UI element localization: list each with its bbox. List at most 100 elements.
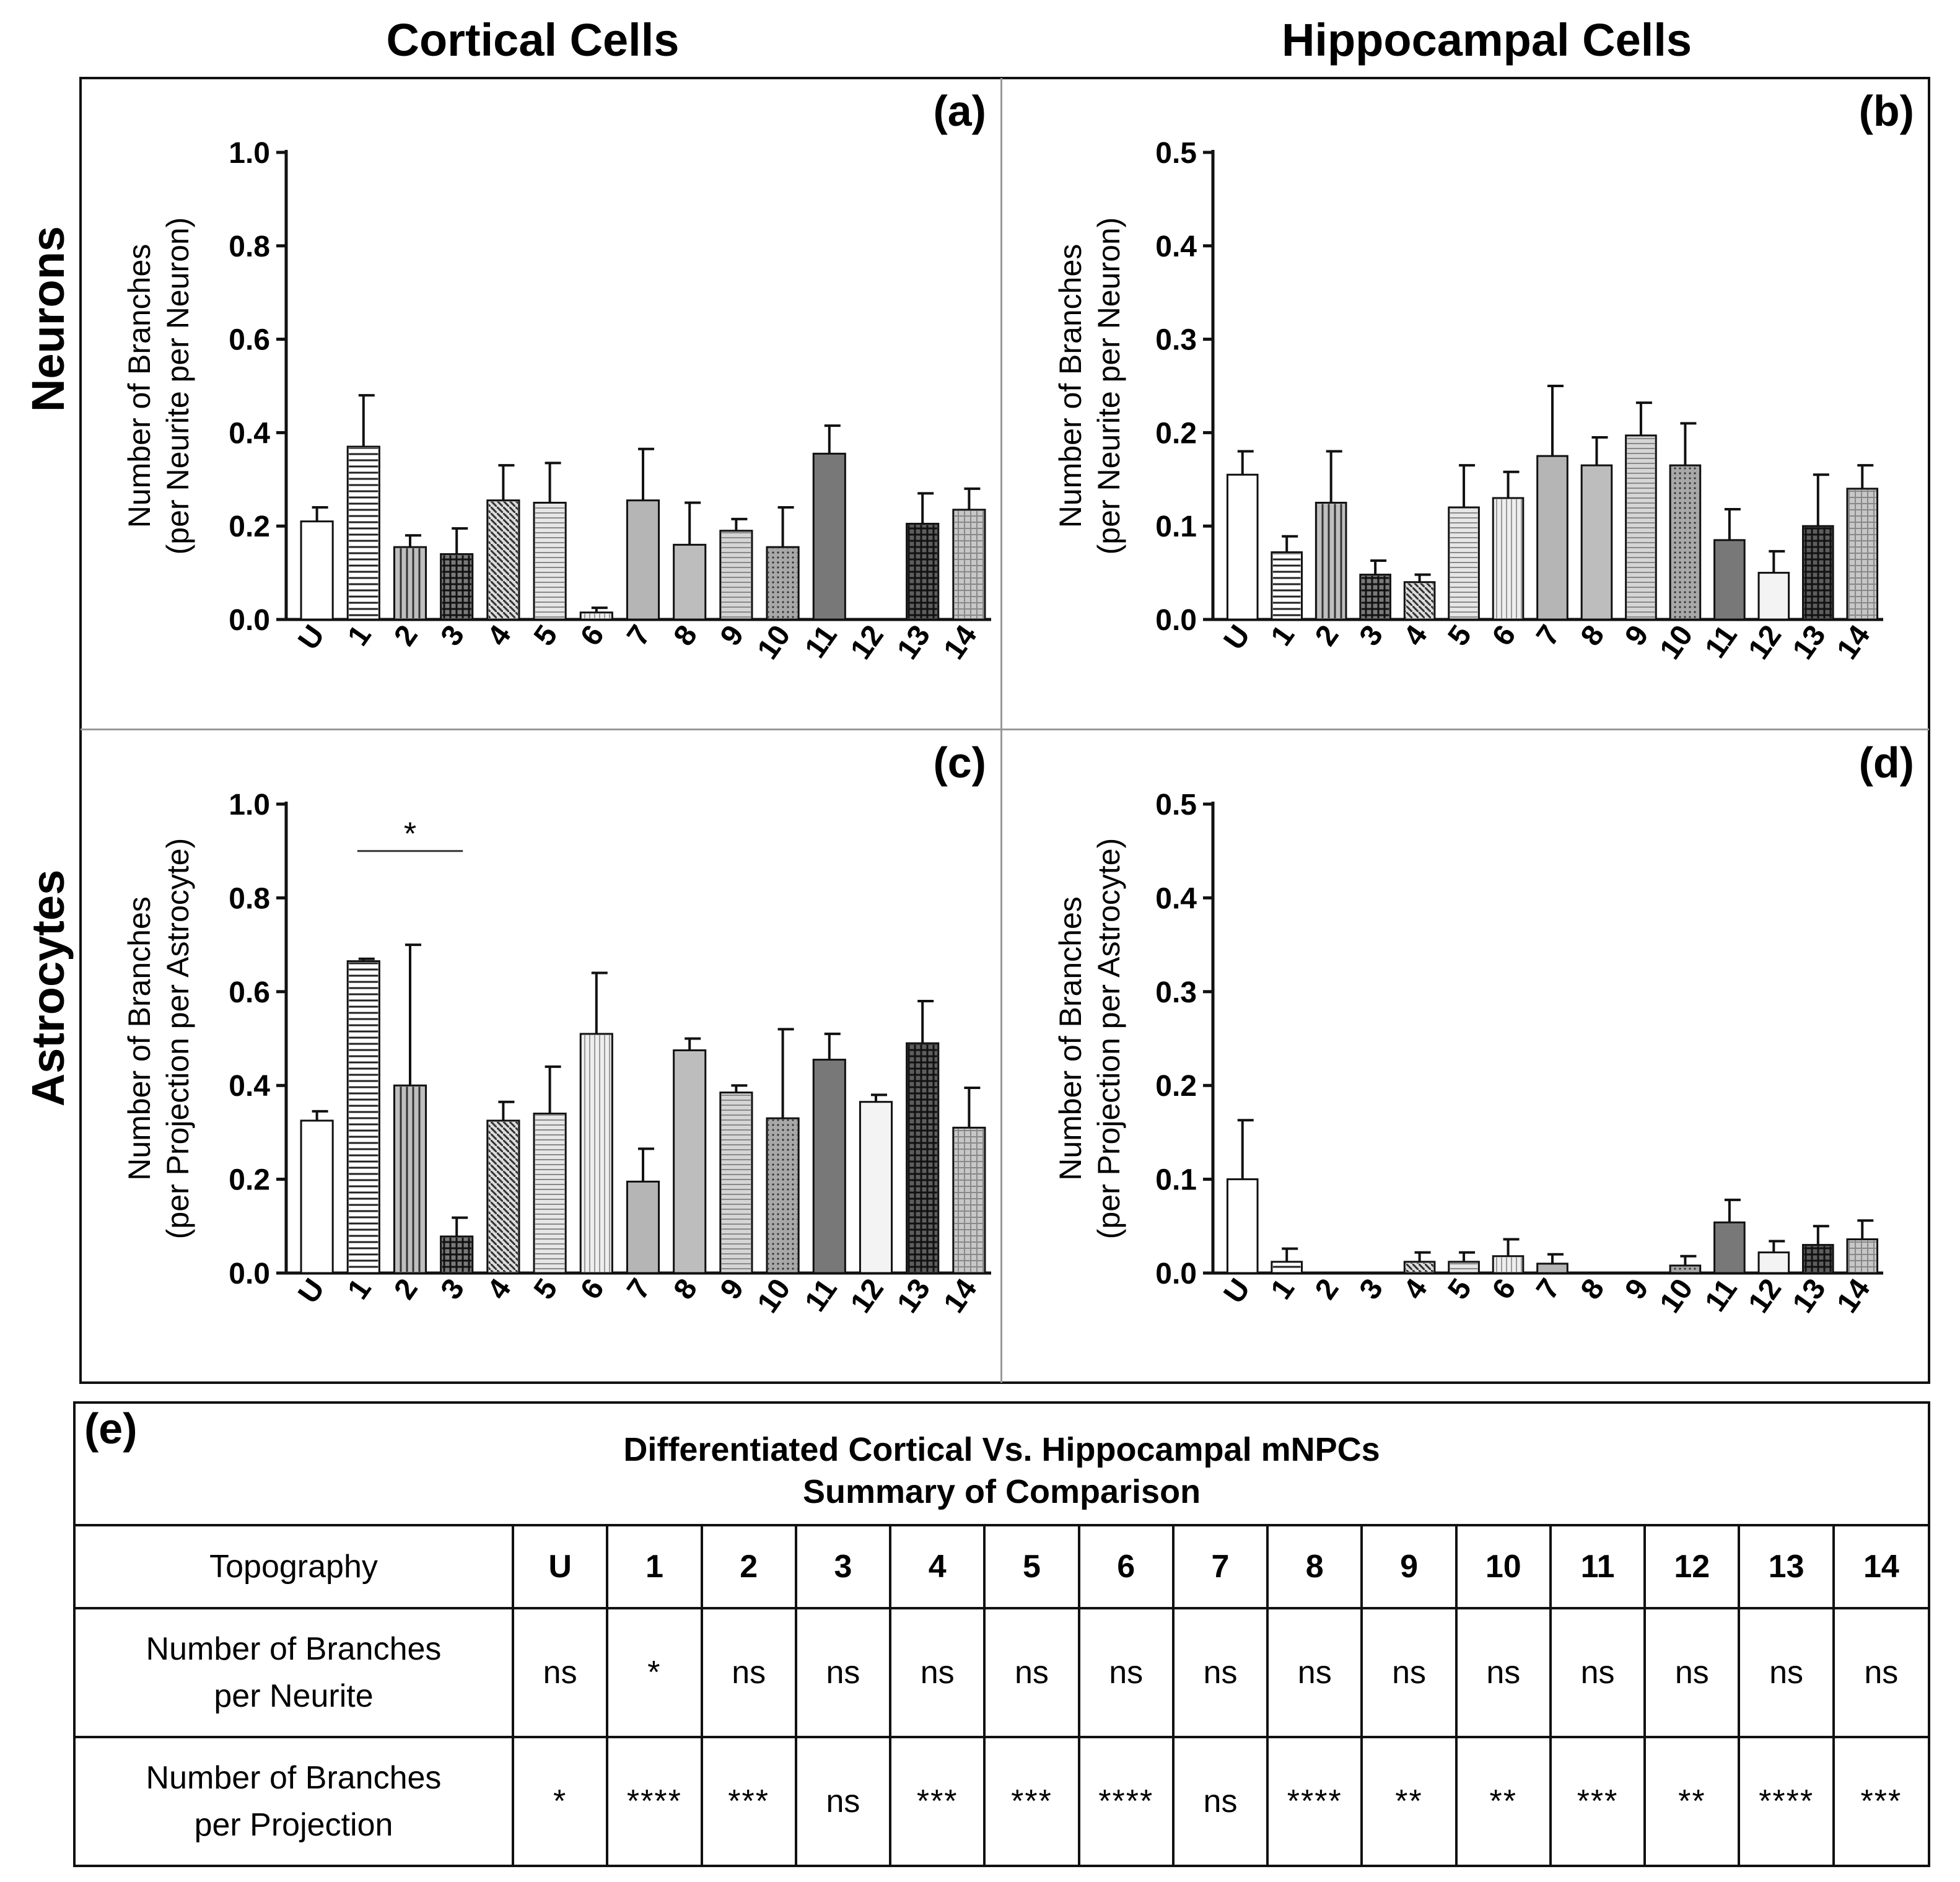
col-header: 5	[983, 1526, 1080, 1609]
bar-texture	[1671, 466, 1699, 618]
x-tick-label: 12	[1742, 1273, 1788, 1319]
x-tick-label: 13	[1787, 619, 1832, 665]
x-tick-label: 7	[1530, 619, 1567, 652]
col-header: 2	[700, 1526, 797, 1609]
summary-table: Topography U 1 2 3 4 5 6 7 8 9 10 11 12 …	[76, 1526, 1928, 1865]
col-header: 14	[1832, 1526, 1928, 1609]
table-cell: ns	[1171, 1736, 1269, 1865]
table-cell: ****	[606, 1736, 703, 1865]
bar-texture	[442, 1237, 471, 1272]
summary-header-row: Topography U 1 2 3 4 5 6 7 8 9 10 11 12 …	[76, 1526, 1928, 1609]
x-tick-label: U	[1217, 1273, 1256, 1310]
x-tick-label: 10	[751, 1273, 797, 1319]
y-tick-label: 0.8	[229, 230, 270, 263]
col-header: 13	[1738, 1526, 1835, 1609]
table-cell: ns	[1832, 1607, 1928, 1738]
table-cell: ***	[1832, 1736, 1928, 1865]
bar	[1757, 1251, 1790, 1274]
panel-label-c: (c)	[933, 738, 986, 787]
bar-texture	[582, 613, 611, 618]
y-tick-label: 0.3	[1155, 976, 1197, 1009]
table-cell: **	[1643, 1736, 1741, 1865]
bar	[1226, 1178, 1259, 1274]
bar-texture	[1848, 1240, 1876, 1272]
x-tick-label: 11	[1699, 619, 1744, 664]
x-tick-label: 5	[528, 1273, 564, 1305]
y-tick-label: 0.4	[229, 1070, 270, 1103]
bar	[673, 1049, 707, 1274]
bar-texture	[349, 962, 378, 1272]
bar-texture	[954, 1129, 984, 1272]
bar	[1536, 455, 1568, 621]
panel-label-b: (b)	[1859, 87, 1914, 135]
x-tick-label: 6	[1486, 1273, 1523, 1305]
bar-texture	[442, 555, 471, 618]
table-cell: *	[606, 1607, 703, 1738]
bar-texture	[721, 1093, 751, 1272]
x-tick-label: 1	[1264, 1273, 1301, 1305]
table-cell: ***	[1549, 1736, 1647, 1865]
col-header: 1	[606, 1526, 703, 1609]
summary-title-line1: Differentiated Cortical Vs. Hippocampal …	[623, 1431, 1380, 1468]
y-axis-label: (per Projection per Astrocyte)	[160, 838, 195, 1240]
y-axis-label: Number of Branches	[122, 244, 157, 528]
x-tick-label: 5	[1442, 619, 1478, 652]
y-axis-label: (per Neurite per Neuron)	[1092, 217, 1126, 555]
y-tick-label: 0.0	[1155, 1258, 1197, 1290]
table-cell: ns	[511, 1607, 609, 1738]
bar	[812, 452, 846, 621]
table-cell: ns	[1266, 1607, 1363, 1738]
x-tick-label: 11	[1699, 1273, 1744, 1318]
y-tick-label: 0.2	[229, 510, 270, 543]
x-tick-label: 10	[1653, 1273, 1699, 1319]
bar	[1713, 1221, 1746, 1274]
bar-texture	[908, 525, 937, 618]
y-tick-label: 0.2	[229, 1164, 270, 1197]
column-title-cortical: Cortical Cells	[386, 14, 680, 66]
bar	[1757, 572, 1790, 621]
y-tick-label: 0.4	[1155, 882, 1197, 915]
row-label-projection: Number of Branches per Projection	[76, 1736, 514, 1865]
y-tick-label: 0.2	[1155, 1070, 1197, 1103]
table-cell: ns	[1171, 1607, 1269, 1738]
col-header: 8	[1266, 1526, 1363, 1609]
y-axis-label: (per Projection per Astrocyte)	[1092, 838, 1126, 1240]
x-tick-label: 13	[891, 619, 937, 665]
bar	[673, 543, 707, 621]
bar-texture	[1317, 504, 1345, 618]
y-axis-label: (per Neurite per Neuron)	[160, 217, 195, 555]
y-tick-label: 0.6	[229, 324, 270, 357]
y-tick-label: 0.8	[229, 882, 270, 915]
chart-panel-c: (c) Number of Branches (per Projection per…	[82, 731, 999, 1381]
x-tick-label: 6	[1486, 619, 1523, 652]
y-tick-label: 1.0	[229, 137, 270, 170]
bar-texture	[1494, 1257, 1522, 1272]
x-tick-label: 2	[388, 1273, 424, 1305]
col-header: 6	[1077, 1526, 1175, 1609]
bar-texture	[768, 1119, 798, 1272]
x-tick-label: 2	[1309, 619, 1345, 652]
panel-divider-vertical	[1000, 78, 1002, 1383]
bar-texture	[1804, 1246, 1832, 1272]
bar-texture	[1361, 576, 1389, 618]
table-cell: ns	[983, 1607, 1080, 1738]
bar-texture	[1671, 1266, 1699, 1272]
summary-header: (e) Differentiated Cortical Vs. Hippocam…	[76, 1404, 1928, 1526]
bar	[859, 1101, 893, 1274]
y-tick-label: 0.4	[229, 417, 270, 450]
y-axis-label: Number of Branches	[1053, 896, 1088, 1181]
table-cell: ***	[983, 1736, 1080, 1865]
x-tick-label: 8	[667, 1273, 704, 1305]
x-tick-label: 9	[1619, 1273, 1655, 1305]
x-tick-label: U	[292, 619, 331, 656]
table-cell: ****	[1738, 1736, 1835, 1865]
bar	[1713, 539, 1746, 621]
bar	[1580, 464, 1613, 621]
bar	[300, 520, 334, 621]
bar-texture	[954, 510, 984, 618]
summary-title: Differentiated Cortical Vs. Hippocampal …	[76, 1429, 1928, 1513]
bar-texture	[1804, 527, 1832, 618]
x-tick-label: 8	[1575, 1273, 1611, 1305]
summary-title-line2: Summary of Comparison	[802, 1473, 1201, 1510]
bar-texture	[1450, 1263, 1478, 1272]
